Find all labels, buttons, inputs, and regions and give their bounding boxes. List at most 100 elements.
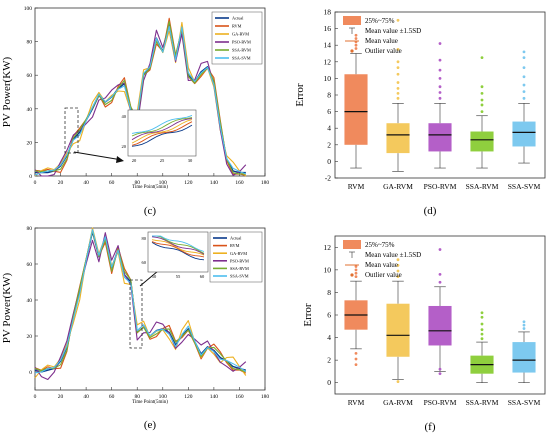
panel-d-outlier [522,75,526,79]
panel-d-outlier [522,66,526,70]
panel-e-legend-label: Actual [230,236,242,241]
panel-f-outlier [480,315,484,319]
panel-f-outlier [396,380,400,383]
panel-d-legend-box-label: 25%~75% [365,17,395,25]
panel-c-x-tick-label: 100 [159,180,168,186]
panel-f-legend-box-swatch [343,240,361,249]
panel-d-outlier [480,98,484,102]
panel-f-legend-outlier-swatch [350,273,354,277]
panel-e-legend-label: PSO-RVM [230,258,249,263]
panel-d-category-label: SSA-SVM [508,182,541,191]
panel-f-outlier [522,327,526,330]
panel-d-y-tick-label: -2 [325,174,331,183]
panel-f-outlier [480,332,484,336]
panel-c-x-tick-label: 20 [58,180,64,186]
panel-c-inset-x-tick-label: 25 [160,158,165,163]
panel-d-y-tick-label: 10 [324,74,332,83]
panel-f-legend-box-label: 25%~75% [365,241,395,249]
panel-c-x-tick-label: 80 [134,180,140,186]
panel-e-x-tick-label: 20 [58,394,64,400]
panel-f-legend-mean-label: Mean value [365,261,398,269]
panel-c-inset-x-tick-label: 30 [188,158,193,163]
panel-c-y-tick-label: 20 [27,140,33,146]
panel-e-x-tick-label: 180 [261,394,270,400]
panel-d-legend: 25%~75% Mean value ±1.5SD Mean value Outlie… [343,16,421,55]
panel-e-x-tick-label: 100 [159,394,168,400]
panel-d-outlier [396,86,400,90]
panel-d-outlier [396,91,400,95]
panel-f-outlier [354,351,358,355]
panel-d-box-ssa-svm [512,121,536,147]
panel-f-outlier [354,268,358,272]
panel-c-inset-series [131,117,193,137]
panel-c-series-ssa-svm [34,25,246,176]
panel-f-outlier [438,372,442,376]
panel-c-y-tick-label: 0 [29,174,32,180]
panel-f-outlier [480,322,484,326]
panel-e-inset-x-tick-label: 55 [176,274,181,279]
panel-d-y-tick-label: 4 [327,124,331,133]
panel-d-legend-whisker-label: Mean value ±1.5SD [365,27,421,35]
panel-e-series-ssa-svm [34,229,247,374]
panel-c-y-tick-label: 60 [27,73,33,79]
panel-c-xlabel: Time Point(5min) [132,185,168,190]
panel-d-y-tick-label: 2 [327,140,331,149]
panel-c-x-tick-label: 120 [184,180,193,186]
panel-e-inset-series [152,235,205,252]
panel-e-y-tick-label: 60 [27,262,33,268]
panel-e-caption: (e) [144,419,157,431]
panel-c-ylabel: PV Power(KW) [1,56,13,127]
panel-d-outlier [522,90,526,94]
panel-d-outlier [396,18,400,22]
panel-f-outlier [396,275,400,279]
panel-c-inset-series [131,121,193,146]
panel-c-inset-y-tick-label: 40 [122,114,127,119]
panel-f-outlier [354,275,358,279]
panel-f-caption: (f) [425,421,436,433]
panel-d-legend-mean-label: Mean value [365,37,398,45]
panel-c-inset-series [131,124,193,147]
panel-e-inset-x-tick-label: 50 [152,274,157,279]
panel-f-y-tick-label: 4 [327,333,331,342]
panel-e-line-chart: PV Power(KW) Time Point(5min) (e) 0 20 40 6… [1,226,269,431]
panel-c-inset-series [131,119,193,144]
panel-f-category-label: SSA-RVM [466,398,499,407]
panel-d-outlier [438,96,442,100]
panel-d-outlier [438,58,442,62]
panel-e-x-tick-label: 160 [235,394,244,400]
panel-d-outlier [438,68,442,72]
panel-d-y-tick-label: 12 [324,57,332,66]
panel-f-y-tick-label: 2 [327,356,331,365]
panel-f-outlier [354,357,358,361]
panel-c-legend-label: PSO-RVM [232,40,251,45]
panel-d-legend-outlier-label: Outlier value [365,47,402,55]
panel-f-category-label: GA-RVM [383,398,413,407]
panel-d-outlier [480,85,484,89]
panel-d-outlier [522,56,526,60]
panel-f-outlier [354,271,358,275]
panel-c-zoom-arrow [73,151,123,161]
panel-e-inset-x-tick-label: 60 [200,274,205,279]
panel-d-ylabel: Error [294,83,306,107]
panel-e-legend-label: RVM [230,243,240,248]
panel-d-y-tick-label: 14 [324,41,332,50]
panel-f-y-tick-label: 8 [327,288,331,297]
panel-c-y-tick-label: 40 [27,107,33,113]
panel-f-box-ssa-svm [512,342,536,373]
panel-f-outlier [438,272,442,276]
panel-e-x-tick-label: 120 [184,394,193,400]
panel-e-series-pso-rvm [34,232,247,381]
panel-f-outlier [480,337,484,341]
panel-d-outlier [438,77,442,80]
panel-d-outlier [396,72,400,76]
panel-d-outlier [354,37,358,40]
panel-e-legend-label: SSA-SVM [230,274,249,279]
panel-d-outlier [396,81,400,84]
panel-d-outlier [396,60,400,64]
panel-e-x-tick-label: 40 [83,394,89,400]
panel-e-inset [147,231,209,273]
panel-c-inset-x-tick-label: 20 [132,158,137,163]
panel-f-outlier [354,363,358,367]
panel-d-outlier [522,50,526,54]
panel-d-category-label: PSO-RVM [424,182,457,191]
